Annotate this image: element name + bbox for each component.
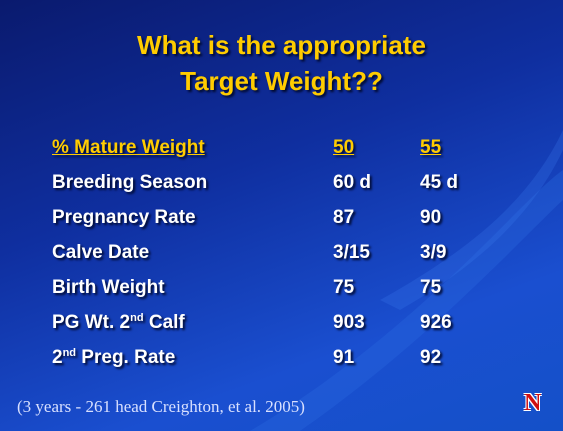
title-line: What is the appropriate: [137, 30, 426, 60]
column-header: 55: [420, 137, 442, 158]
citation: (3 years - 261 head Creighton, et al. 20…: [17, 397, 305, 416]
table-cell: 3/9: [420, 242, 446, 264]
cell-text: Calf: [143, 312, 185, 333]
cell-text: Birth Weight: [52, 277, 165, 298]
logo: N: [524, 390, 542, 416]
table-cell: Calve Date: [52, 242, 149, 264]
table-cell: 92: [420, 347, 441, 369]
superscript: nd: [130, 312, 144, 324]
table-cell: 903: [333, 312, 365, 334]
table-cell: 75: [333, 277, 354, 299]
table-cell: 90: [420, 207, 441, 229]
cell-text: 87: [333, 207, 355, 228]
cell-text: Calve Date: [52, 242, 150, 263]
cell-text: 60 d: [333, 172, 372, 193]
cell-text: 926: [420, 312, 452, 333]
column-header: 50: [333, 137, 355, 158]
cell-text: 92: [420, 347, 442, 368]
table-cell: 91: [333, 347, 354, 369]
cell-text: Breeding Season: [52, 172, 208, 193]
cell-text: 903: [333, 312, 365, 333]
table-cell: Birth Weight: [52, 277, 165, 299]
cell-text: 45 d: [420, 172, 459, 193]
table-cell: 87: [333, 207, 354, 229]
table-cell: Pregnancy Rate: [52, 207, 196, 229]
cell-text: 2: [52, 347, 63, 368]
table-cell: Breeding Season: [52, 172, 207, 194]
table-cell: 2nd Preg. Rate: [52, 347, 175, 369]
cell-text: 91: [333, 347, 355, 368]
title-line: Target Weight??: [180, 66, 383, 96]
cell-text: 75: [420, 277, 442, 298]
table-cell: 926: [420, 312, 452, 334]
table-cell: 75: [420, 277, 441, 299]
column-header: % Mature Weight: [52, 137, 205, 158]
cell-text: 75: [333, 277, 355, 298]
table-cell: 3/15: [333, 242, 370, 264]
superscript: nd: [62, 347, 77, 359]
cell-text: Pregnancy Rate: [52, 207, 196, 228]
cell-text: PG Wt. 2: [52, 312, 131, 333]
cell-text: 3/9: [420, 242, 447, 263]
table-cell: PG Wt. 2nd Calf: [52, 312, 185, 334]
table-cell: 45 d: [420, 172, 458, 194]
cell-text: 90: [420, 207, 442, 228]
cell-text: Preg. Rate: [76, 347, 176, 368]
cell-text: 3/15: [333, 242, 370, 263]
table-cell: 60 d: [333, 172, 371, 194]
